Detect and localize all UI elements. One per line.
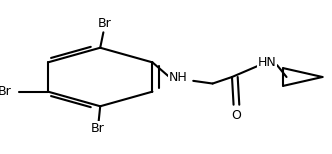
Text: HN: HN bbox=[258, 56, 276, 69]
Text: Br: Br bbox=[0, 85, 12, 98]
Text: O: O bbox=[231, 109, 241, 122]
Text: Br: Br bbox=[98, 17, 112, 30]
Text: NH: NH bbox=[169, 71, 187, 83]
Text: Br: Br bbox=[91, 122, 105, 135]
